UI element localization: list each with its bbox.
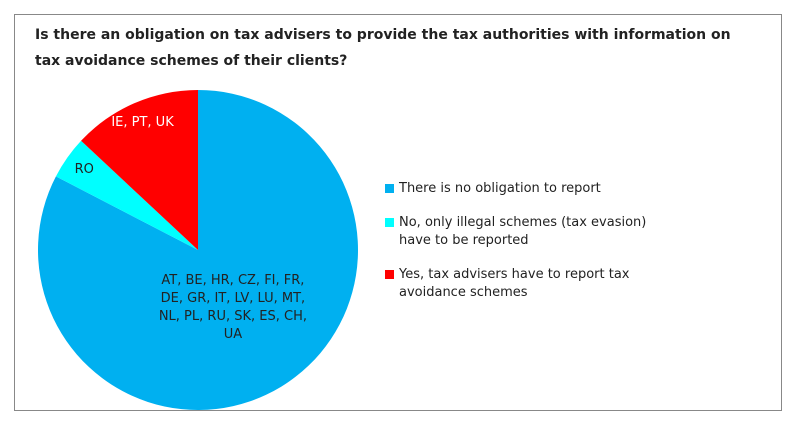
legend-item: Yes, tax advisers have to report tax avo… <box>385 266 659 302</box>
legend-swatch <box>385 218 394 227</box>
chart-title: Is there an obligation on tax advisers t… <box>35 27 731 69</box>
pie-slice <box>81 90 198 250</box>
legend-swatch <box>385 270 394 279</box>
slice-label: AT, BE, HR, CZ, FI, FR, <box>161 273 304 288</box>
slice-label: RO <box>75 162 94 177</box>
legend-item: No, only illegal schemes (tax evasion) h… <box>385 214 659 250</box>
slice-label: NL, PL, RU, SK, ES, CH, <box>159 309 307 324</box>
slice-label: UA <box>224 327 243 342</box>
pie-slice <box>55 140 198 250</box>
slice-label: DE, GR, IT, LV, LU, MT, <box>161 291 306 306</box>
legend-swatch <box>385 184 394 193</box>
legend-label: Yes, tax advisers have to report tax avo… <box>399 267 630 300</box>
legend: There is no obligation to report No, only… <box>385 180 685 318</box>
legend-item: There is no obligation to report <box>385 180 659 198</box>
chart-frame <box>14 14 782 411</box>
legend-label: There is no obligation to report <box>399 181 601 196</box>
pie-slice <box>37 90 358 411</box>
legend-label: No, only illegal schemes (tax evasion) h… <box>399 215 647 248</box>
slice-label: IE, PT, UK <box>111 115 174 130</box>
